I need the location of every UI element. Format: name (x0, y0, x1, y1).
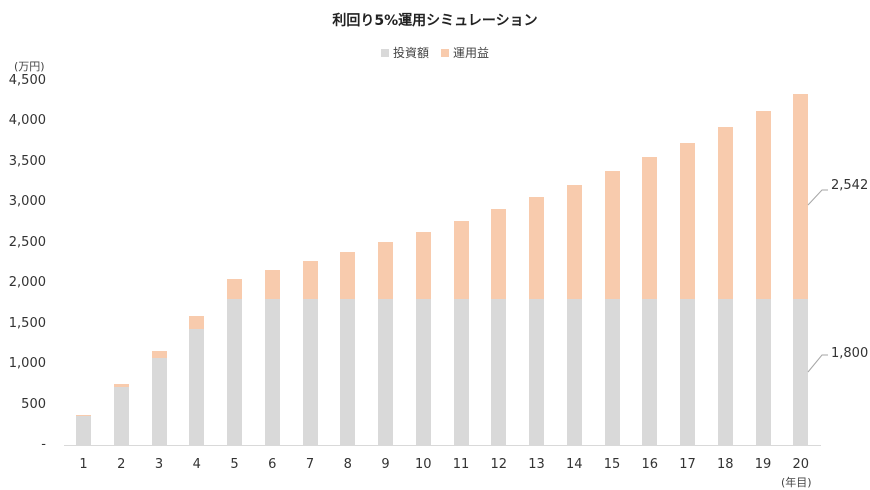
bar-profit (680, 142, 695, 300)
legend-swatch-invest (380, 48, 389, 57)
bar-invest (189, 328, 205, 445)
invest-annotation: 1,800 (831, 346, 869, 361)
x-tick-label: 13 (528, 457, 545, 472)
x-tick-label: 9 (381, 457, 390, 472)
bar-profit (755, 110, 771, 300)
legend-label-invest: 投資額 (392, 46, 429, 60)
bar-invest (642, 299, 658, 445)
y-tick-label: 1,500 (8, 315, 46, 331)
bar-invest (227, 299, 242, 445)
x-axis-unit: (年目) (781, 476, 812, 489)
legend-label-profit: 運用益 (453, 46, 490, 60)
legend-item-invest: 投資額 (380, 44, 429, 61)
legend-item-profit: 運用益 (441, 44, 489, 61)
x-tick-label: 3 (154, 457, 164, 472)
bar-invest (680, 299, 695, 445)
y-tick-label: - (41, 437, 46, 452)
bar-profit (642, 157, 658, 300)
x-tick-label: 19 (754, 457, 772, 472)
bar-profit (717, 127, 733, 300)
x-tick-label: 17 (679, 457, 696, 472)
bar-invest (717, 299, 733, 445)
bar-profit (189, 315, 205, 329)
x-tick-label: 18 (716, 457, 734, 472)
x-tick-label: 11 (452, 457, 470, 472)
x-tick-label: 20 (792, 457, 810, 472)
x-axis-line (64, 445, 821, 446)
x-tick-label: 1 (79, 457, 88, 472)
bar-profit (340, 251, 356, 300)
x-tick-label: 16 (641, 457, 659, 472)
y-tick-label: 2,500 (8, 234, 46, 250)
x-tick-label: 5 (230, 457, 239, 472)
bar-invest (340, 299, 356, 445)
bar-profit (227, 278, 242, 300)
bar-profit (415, 231, 431, 300)
y-axis-unit: (万円) (14, 60, 45, 73)
x-tick-label: 14 (565, 457, 583, 472)
x-tick-label: 8 (343, 457, 352, 472)
legend: 投資額 運用益 (0, 44, 870, 61)
bar-profit (453, 220, 469, 300)
y-tick-label: 4,000 (8, 113, 46, 129)
y-tick-label: 500 (21, 396, 46, 412)
bar-profit (604, 171, 620, 300)
y-tick-label: 1,000 (8, 356, 46, 372)
bar-invest (793, 299, 809, 445)
bar-invest (604, 299, 620, 445)
bar-profit (529, 197, 544, 300)
x-tick-label: 6 (268, 457, 277, 472)
bar-profit (302, 261, 318, 300)
bar-profit (378, 242, 393, 300)
bar-profit (566, 184, 582, 300)
bar-invest (113, 386, 129, 445)
bar-invest (566, 299, 582, 445)
y-tick-label: 4,500 (8, 73, 46, 88)
x-tick-label: 15 (603, 457, 621, 472)
bar-invest (453, 299, 469, 445)
bar-invest (529, 299, 544, 445)
bar-profit (76, 415, 91, 416)
bar-invest (76, 415, 91, 445)
bar-invest (264, 299, 280, 445)
bar-invest (302, 299, 318, 445)
bar-profit (264, 270, 280, 300)
bar-invest (151, 357, 167, 445)
x-tick-label: 10 (414, 457, 432, 472)
legend-swatch-profit (441, 48, 449, 57)
x-tick-label: 2 (117, 457, 126, 472)
bar-profit (113, 383, 129, 387)
bar-profit (793, 93, 809, 300)
x-tick-label: 12 (490, 457, 508, 472)
y-tick-label: 3,500 (8, 153, 46, 169)
bar-invest (755, 299, 771, 445)
x-tick-label: 4 (192, 457, 201, 472)
bar-profit (491, 209, 507, 300)
profit-annotation: 2,542 (831, 178, 869, 193)
bar-invest (378, 299, 393, 445)
y-tick-label: 2,000 (8, 275, 46, 291)
bar-invest (491, 299, 507, 445)
bar-profit (151, 350, 167, 358)
chart-title: 利回り5%運用シミュレーション (332, 13, 538, 29)
bar-invest (415, 299, 431, 445)
y-tick-label: 3,000 (8, 194, 46, 210)
x-tick-label: 7 (305, 457, 315, 472)
